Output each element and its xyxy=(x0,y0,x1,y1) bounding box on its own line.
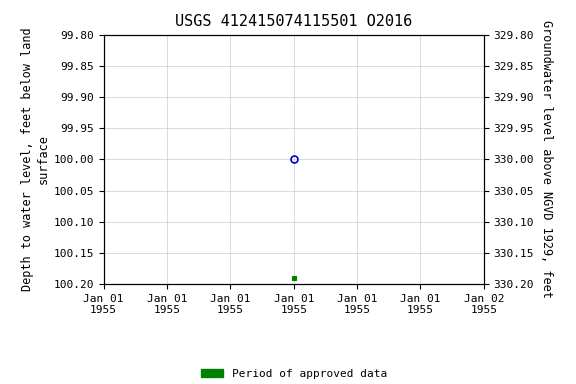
Y-axis label: Groundwater level above NGVD 1929, feet: Groundwater level above NGVD 1929, feet xyxy=(540,20,552,298)
Legend: Period of approved data: Period of approved data xyxy=(196,364,391,384)
Title: USGS 412415074115501 O2016: USGS 412415074115501 O2016 xyxy=(175,14,412,29)
Y-axis label: Depth to water level, feet below land
surface: Depth to water level, feet below land su… xyxy=(21,28,50,291)
